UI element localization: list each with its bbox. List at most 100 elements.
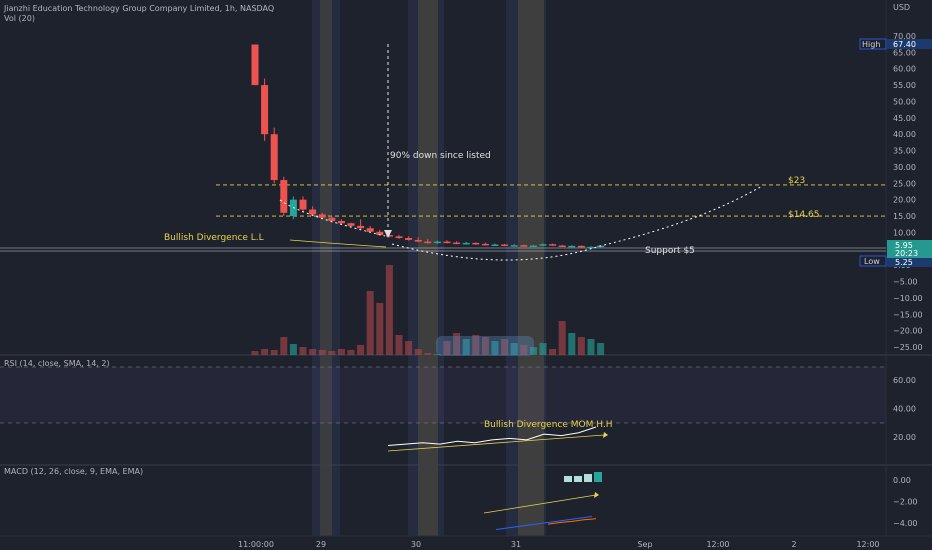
low-value-badge	[887, 258, 932, 267]
candle-body	[299, 199, 307, 210]
level-23-label: $23	[788, 176, 805, 186]
price-tick-label: −10.00	[893, 294, 923, 303]
time-label: 29	[316, 540, 326, 549]
candle-body	[376, 231, 384, 236]
volume-bar	[251, 351, 259, 355]
volume-bar	[424, 353, 432, 355]
candle-body	[337, 220, 345, 224]
time-axis: 11:00:00 29 30 31 Sep 12:00 2 12:00	[238, 540, 880, 549]
rsi-axis: 60.00 40.00 20.00	[893, 376, 916, 442]
candle-body	[558, 245, 566, 248]
currency-label: USD	[893, 3, 910, 12]
volume-bar	[385, 265, 393, 355]
time-label: 11:00:00	[238, 540, 274, 549]
time-label: 30	[411, 540, 421, 549]
candle-body	[587, 246, 595, 249]
candle-body	[510, 245, 518, 247]
candle-body	[318, 214, 326, 218]
volume-bar	[414, 349, 422, 355]
candle-body	[424, 241, 432, 244]
price-tick-label: 70.00	[893, 32, 916, 41]
price-tick-label: 15.00	[893, 212, 916, 221]
rsi-tick-label: 20.00	[893, 433, 916, 442]
rsi-tick-label: 60.00	[893, 376, 916, 385]
time-label: 31	[511, 540, 521, 549]
volume-bar	[539, 343, 547, 355]
candle-body	[280, 180, 288, 213]
macd-hist-bar	[584, 474, 592, 482]
volume-bar	[395, 335, 403, 355]
candle-body	[539, 244, 547, 246]
band-blue-3	[506, 0, 546, 536]
time-label: Sep	[637, 540, 652, 549]
volume-label: Vol (20)	[4, 14, 35, 23]
macd-tick-label: 0.00	[893, 476, 911, 485]
price-tick-label: 45.00	[893, 114, 916, 123]
macd-hist-bar	[564, 476, 572, 482]
candle-body	[414, 239, 422, 242]
candles	[251, 44, 605, 249]
candle-body	[462, 242, 470, 245]
rsi-label: RSI (14, close, SMA, 14, 2)	[4, 359, 110, 368]
volume-bar	[443, 341, 451, 355]
bull-div-ll-line	[289, 239, 387, 248]
chart-title: Jianzhi Education Technology Group Compa…	[3, 4, 274, 13]
macd-hist-bar	[594, 472, 602, 482]
price-tick-label: 40.00	[893, 130, 916, 139]
volume-bar	[376, 303, 384, 355]
volume-bar	[597, 343, 605, 355]
volume-bar	[568, 333, 576, 355]
price-tick-label: −25.00	[893, 343, 923, 352]
high-value: 67.40	[893, 40, 916, 49]
price-tick-label: 20.00	[893, 196, 916, 205]
candle-body	[309, 209, 317, 215]
volume-bar	[577, 337, 585, 355]
candle-body	[270, 134, 278, 181]
candle-body	[443, 241, 451, 244]
candle-body	[472, 242, 480, 245]
macd-div-arrowhead	[594, 492, 599, 498]
last-price-badge	[887, 240, 932, 258]
bull-div-ll-text: Bullish Divergence L.L	[164, 233, 264, 243]
volume-bar	[529, 347, 537, 355]
bull-div-mom-text: Bullish Divergence MOM H.H	[484, 420, 612, 430]
time-label: 12:00	[856, 540, 879, 549]
candle-body	[433, 241, 441, 244]
candle-body	[597, 245, 605, 248]
candle-body	[491, 244, 499, 247]
last-price: 5.95	[895, 241, 913, 250]
volume-bar	[261, 349, 269, 355]
candle-body	[453, 242, 461, 245]
candle-body	[529, 245, 537, 248]
price-tick-label: 50.00	[893, 97, 916, 106]
rsi-band	[0, 367, 886, 423]
rsi-div-line	[387, 434, 605, 452]
down-note-arrowhead	[384, 230, 392, 238]
candle-body	[395, 236, 403, 238]
session-bands	[312, 0, 546, 536]
price-tick-label: −20.00	[893, 327, 923, 336]
volume-bar	[299, 347, 307, 355]
high-value-badge	[887, 39, 932, 49]
down-note-text: 90% down since listed	[390, 151, 491, 161]
macd-tick-label: −4.00	[893, 519, 918, 528]
volume-bar	[280, 337, 288, 355]
candle-body	[328, 217, 336, 221]
price-tick-label: 10.00	[893, 228, 916, 237]
volume-bar	[587, 339, 595, 355]
recovery-curve-dotted	[391, 185, 763, 261]
volume-bar	[520, 345, 528, 355]
band-blue-2	[408, 0, 444, 536]
volume-bar	[558, 321, 566, 355]
volume-bar	[289, 344, 297, 355]
price-tick-label: 25.00	[893, 179, 916, 188]
candle-body	[405, 237, 413, 240]
price-tick-label: 35.00	[893, 147, 916, 156]
candle-body	[366, 228, 374, 232]
macd-axis: 0.00 −2.00 −4.00	[893, 476, 918, 528]
volume-bar	[549, 349, 557, 355]
band-blue-1	[312, 0, 340, 536]
volume-highlight	[436, 336, 534, 356]
macd-tick-label: −2.00	[893, 498, 918, 507]
volume-bar	[510, 343, 518, 355]
